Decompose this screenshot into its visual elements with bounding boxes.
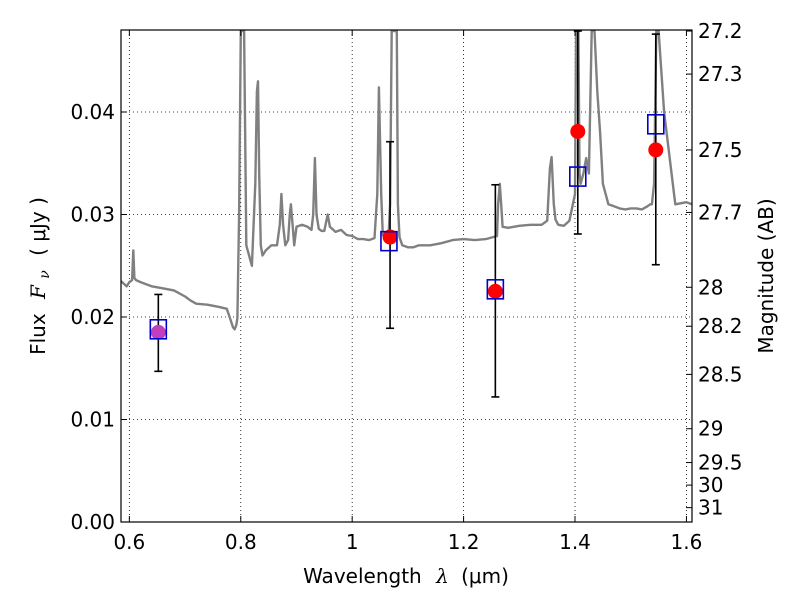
- y2-tick-label: 27.2: [698, 19, 743, 43]
- observed-points: [150, 123, 664, 340]
- x-tick-label: 1.4: [559, 530, 591, 554]
- x-axis-title: Wavelength λ (μm): [303, 564, 509, 588]
- model-box: [380, 230, 398, 252]
- model-box: [149, 318, 168, 340]
- y-axis-title-unit: ( μJy ): [26, 197, 50, 256]
- x-tick-label: 1: [346, 530, 359, 554]
- plot-background: [121, 30, 692, 522]
- x-axis-title-unit: (μm): [461, 564, 509, 588]
- y-axis-title-symbol: F: [26, 284, 50, 300]
- observed-point: [382, 229, 398, 245]
- y2-axis-title: Magnitude (AB): [754, 198, 778, 353]
- x-axis-title-text: Wavelength: [303, 564, 422, 588]
- observed-point: [150, 324, 166, 340]
- y2-tick-label: 27.5: [698, 138, 743, 162]
- y-tick-label: 0.04: [70, 100, 115, 124]
- spectrum: [121, 30, 692, 331]
- y-tick-label: 0.01: [70, 408, 115, 432]
- y2-tick-label: 30: [698, 473, 723, 497]
- y2-tick-label: 29.5: [698, 451, 743, 475]
- y2-tick-label: 27.7: [698, 200, 743, 224]
- x-tick-label: 1.2: [448, 530, 480, 554]
- y2-tick-label: 29: [698, 417, 723, 441]
- observed-point: [648, 142, 664, 158]
- y2-tick-label: 28.5: [698, 362, 743, 386]
- observed-point: [570, 123, 586, 139]
- y-tick-label: 0.03: [70, 203, 115, 227]
- spectrum-line: [121, 30, 692, 331]
- y-tick-label: 0.02: [70, 305, 115, 329]
- x-tick-label: 1.6: [671, 530, 703, 554]
- y-tick-label: 0.00: [70, 510, 115, 534]
- y2-tick-label: 28.2: [698, 314, 743, 338]
- ticks: 0.6 0.8 1 1.2 1.4 1.6 0.00 0.01 0.02 0.03 0.04 27.2…: [70, 19, 742, 554]
- plot-frame: [120, 29, 693, 523]
- y2-tick-label: 27.3: [698, 62, 743, 86]
- y-axis-title: Flux F ν ( μJy ): [26, 197, 54, 355]
- y2-tick-label: 31: [698, 496, 723, 520]
- model-box: [646, 114, 665, 135]
- observed-point: [487, 283, 503, 299]
- model-boxes: [149, 114, 665, 340]
- x-tick-label: 0.6: [113, 530, 145, 554]
- model-box: [486, 279, 505, 300]
- x-tick-label: 0.8: [225, 530, 257, 554]
- y-axis-title-text: Flux: [26, 313, 50, 355]
- y2-tick-label: 28: [698, 275, 723, 299]
- y-axis-title-subscript: ν: [37, 270, 53, 279]
- x-axis-title-symbol: λ: [435, 564, 449, 588]
- model-box: [568, 166, 587, 187]
